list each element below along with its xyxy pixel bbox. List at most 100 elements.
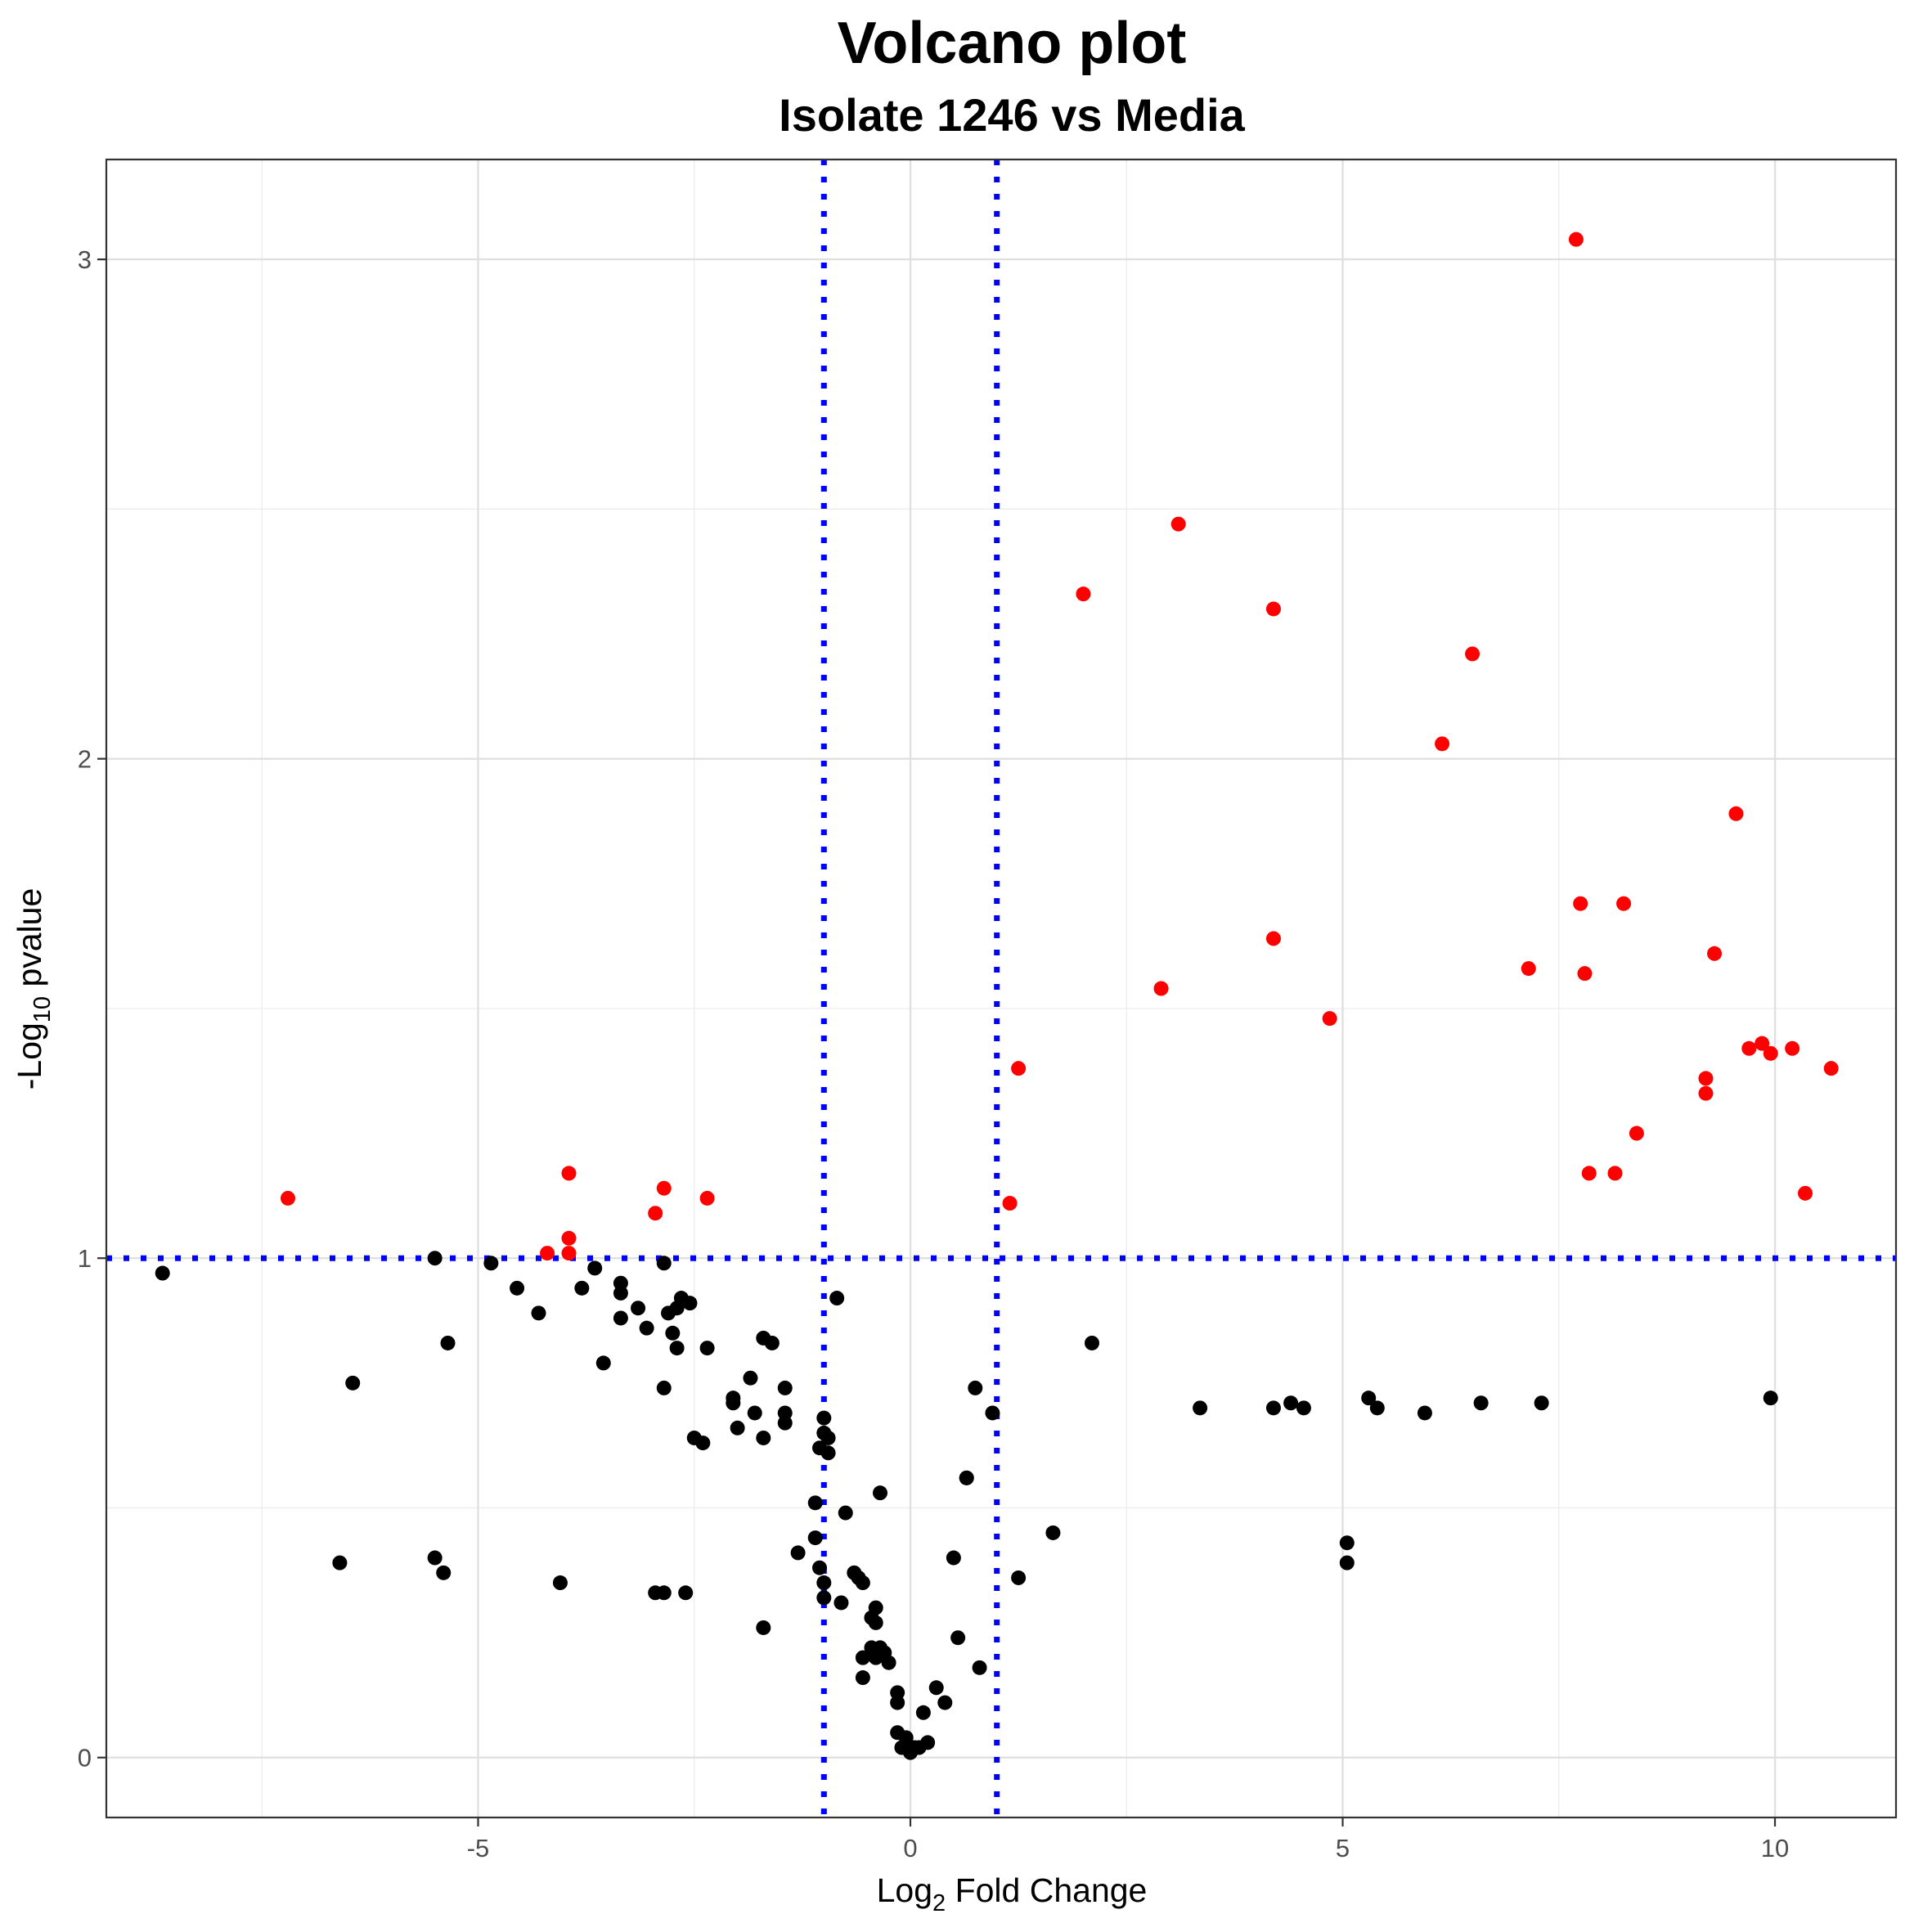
data-point <box>1577 966 1593 982</box>
data-point <box>656 1380 672 1395</box>
data-point <box>1076 586 1091 602</box>
data-point <box>561 1230 577 1246</box>
data-point <box>816 1590 832 1606</box>
data-point <box>1265 931 1281 946</box>
data-point <box>1607 1166 1623 1181</box>
data-point <box>280 1190 295 1206</box>
data-point <box>613 1285 628 1301</box>
data-point <box>561 1246 577 1261</box>
data-point <box>756 1430 771 1445</box>
data-point <box>1698 1071 1714 1086</box>
data-point <box>656 1585 672 1601</box>
data-point <box>1170 516 1186 532</box>
data-point <box>1616 896 1632 911</box>
data-point <box>1339 1535 1355 1551</box>
x-axis-title: Log2 Fold Change <box>877 1871 1148 1916</box>
data-point <box>682 1296 698 1311</box>
data-point <box>1417 1405 1432 1421</box>
data-point <box>695 1436 711 1451</box>
data-point <box>764 1335 780 1350</box>
data-point <box>972 1660 987 1675</box>
data-point <box>1011 1570 1027 1585</box>
data-point <box>561 1166 577 1181</box>
data-point <box>1339 1555 1355 1570</box>
panel-border <box>105 158 1898 1819</box>
data-point <box>1045 1525 1061 1540</box>
y-axis-title: -Log10 pvalue <box>11 888 56 1090</box>
data-point <box>661 1305 676 1321</box>
x-tick-label: 0 <box>903 1834 917 1862</box>
data-point <box>574 1280 590 1296</box>
data-point <box>699 1190 715 1206</box>
data-point <box>1534 1395 1549 1411</box>
data-point <box>1322 1011 1337 1027</box>
data-point <box>730 1420 745 1436</box>
data-point <box>829 1291 845 1306</box>
data-point <box>937 1695 953 1710</box>
data-point <box>1741 1040 1757 1056</box>
data-point <box>631 1301 646 1316</box>
data-point <box>968 1380 983 1395</box>
data-point <box>1193 1400 1208 1416</box>
data-point <box>985 1405 1000 1421</box>
data-point <box>665 1325 681 1341</box>
data-point <box>587 1260 603 1276</box>
data-point <box>1296 1400 1311 1416</box>
data-point <box>552 1575 568 1591</box>
data-point <box>868 1615 883 1630</box>
data-point <box>656 1256 672 1271</box>
data-point <box>915 1705 931 1720</box>
data-point <box>1435 736 1450 752</box>
data-point <box>1568 231 1584 247</box>
data-point <box>1785 1040 1800 1056</box>
data-point <box>881 1655 896 1670</box>
y-tick-label: 1 <box>78 1244 92 1273</box>
data-point <box>873 1485 888 1501</box>
data-point <box>1698 1085 1714 1101</box>
data-point <box>950 1630 966 1646</box>
data-point <box>1361 1391 1377 1406</box>
data-point <box>726 1395 741 1411</box>
data-point <box>345 1375 361 1391</box>
data-point <box>1283 1395 1299 1411</box>
y-tick-label: 3 <box>78 245 92 274</box>
data-point <box>1153 981 1169 996</box>
data-point <box>613 1310 628 1326</box>
data-point <box>855 1575 870 1591</box>
data-point <box>928 1680 944 1696</box>
data-point <box>816 1410 832 1426</box>
data-point <box>777 1415 793 1431</box>
threshold-lines <box>106 160 1896 1817</box>
data-point <box>436 1565 452 1580</box>
chart-subtitle: Isolate 1246 vs Media <box>779 89 1246 141</box>
x-axis-title-subscript: 2 <box>932 1890 946 1916</box>
data-point <box>427 1251 443 1266</box>
x-axis-title-suffix: Fold Change <box>946 1871 1147 1909</box>
data-point <box>855 1650 870 1665</box>
data-point <box>1728 806 1744 821</box>
data-point <box>1823 1061 1839 1076</box>
data-points <box>155 231 1839 1760</box>
data-point <box>440 1335 456 1350</box>
data-point <box>1265 601 1281 617</box>
data-point <box>1573 896 1588 911</box>
y-tick-label: 0 <box>78 1744 92 1772</box>
data-point <box>656 1180 672 1196</box>
data-point <box>838 1505 853 1521</box>
data-point <box>1707 946 1723 961</box>
y-axis-title-suffix: pvalue <box>11 888 48 996</box>
data-point <box>1798 1185 1813 1201</box>
data-point <box>510 1280 525 1296</box>
x-tick-label: 10 <box>1761 1834 1789 1862</box>
y-axis-title-prefix: -Log <box>11 1022 48 1090</box>
data-point <box>1265 1400 1281 1416</box>
data-point <box>868 1650 883 1665</box>
data-point <box>807 1530 823 1546</box>
data-point <box>1763 1045 1778 1061</box>
data-point <box>890 1695 905 1710</box>
data-point <box>790 1545 806 1561</box>
data-point <box>648 1206 663 1221</box>
data-point <box>756 1620 771 1635</box>
